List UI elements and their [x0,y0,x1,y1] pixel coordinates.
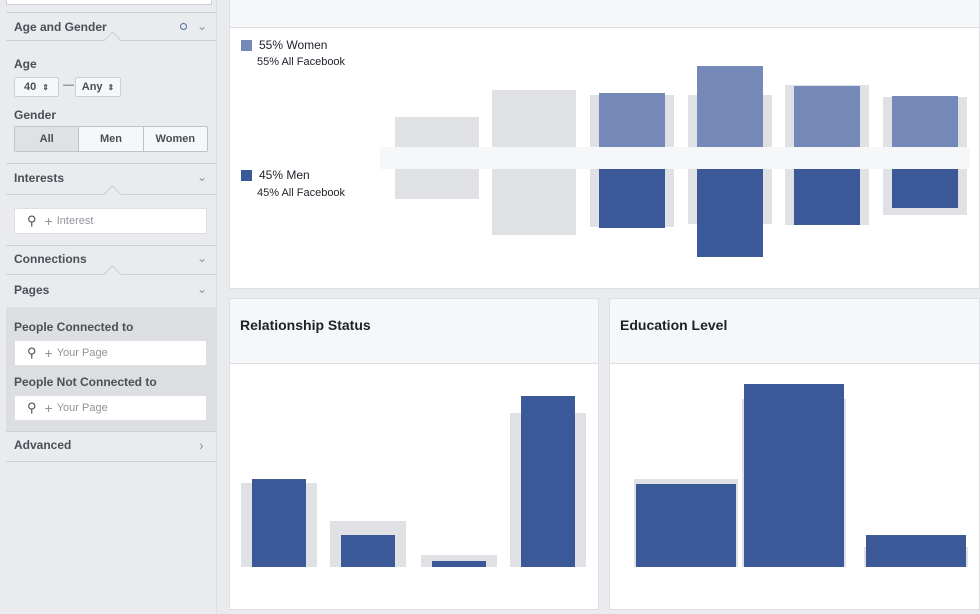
top-input-edge [6,0,212,5]
gender-label: Gender [14,108,57,122]
chevron-right-icon[interactable]: › [199,437,204,453]
pages-title[interactable]: Pages [14,283,50,297]
chevron-down-icon[interactable]: ⌄ [197,170,208,184]
men-all-facebook: 45% All Facebook [257,187,346,199]
search-icon: ⚲ [27,345,37,360]
women-all-facebook: 55% All Facebook [257,56,346,68]
connections-title[interactable]: Connections [14,252,87,266]
education-panel: Education Level [609,298,980,610]
search-icon: ⚲ [27,400,37,415]
people-connected-label: People Connected to [14,320,134,334]
panel-header: Relationship Status [230,299,598,364]
men-swatch [241,170,252,181]
chevron-down-icon[interactable]: ⌄ [197,251,208,265]
filters-sidebar: Age and Gender ⌄ Age 40 ⇕ — Any ⇕ Gender A… [0,0,217,614]
interest-search-input[interactable]: ⚲ + Interest [14,208,207,234]
ghost-bar-men [395,169,479,199]
chevron-down-icon[interactable]: ⌄ [197,282,208,296]
not-connected-page-input[interactable]: ⚲ + Your Page [14,395,207,421]
people-not-connected-label: People Not Connected to [14,375,157,389]
gender-men-button[interactable]: Men [78,127,142,151]
men-bar-2 [599,169,665,228]
range-dash: — [63,79,74,91]
plus-icon: + [44,400,53,416]
men-bar-3 [697,169,763,258]
men-bar-5 [892,169,958,209]
education-title: Education Level [620,317,728,333]
value-bar [341,534,395,567]
divider [6,12,217,13]
value-bar [521,395,575,567]
men-bar-4 [794,169,860,226]
interests-title[interactable]: Interests [14,171,65,185]
relationship-title: Relationship Status [240,317,371,333]
women-bar-3 [697,66,763,147]
age-from-select[interactable]: 40 ⇕ [14,77,59,97]
section-notch [103,265,122,284]
age-gender-title[interactable]: Age and Gender [14,20,107,34]
gender-segmented-control: All Men Women [14,126,208,152]
section-notch [103,31,122,50]
women-bar-2 [599,93,665,147]
age-gender-panel: 55% Women 55% All Facebook 45% Men 45% A… [229,0,980,289]
divider [6,163,217,164]
ghost-bar-women [395,117,479,147]
page-placeholder: Your Page [56,347,108,359]
info-dot-icon [180,23,187,30]
panel-header: Education Level [610,299,979,364]
gender-all-button[interactable]: All [15,127,79,151]
value-bar [432,561,486,567]
page-placeholder: Your Page [56,402,108,414]
chevron-down-icon[interactable]: ⌄ [197,19,208,33]
connected-page-input[interactable]: ⚲ + Your Page [14,340,207,366]
women-swatch [241,40,252,51]
updown-icon: ⇕ [42,82,49,92]
women-legend: 55% Women [259,38,328,52]
section-notch [103,185,122,204]
plus-icon: + [44,345,53,361]
value-bar [744,384,844,567]
relationship-panel: Relationship Status [229,298,599,610]
divider [6,245,217,246]
divider [6,461,217,462]
search-icon: ⚲ [27,213,37,228]
age-axis-band [380,147,970,169]
advanced-title[interactable]: Advanced [14,438,72,452]
value-bar [252,478,306,567]
value-bar [866,534,966,567]
value-bar [636,484,736,567]
plus-icon: + [44,213,53,229]
gender-women-button[interactable]: Women [142,127,207,151]
updown-icon: ⇕ [107,82,115,92]
men-legend: 45% Men [259,168,310,182]
ghost-bar-men [492,169,576,235]
women-bar-5 [892,95,958,147]
age-to-select[interactable]: Any ⇕ [75,77,121,97]
interest-placeholder: Interest [56,215,94,227]
divider [6,431,217,432]
panel-header [230,0,979,28]
ghost-bar-women [492,90,576,147]
age-label: Age [14,57,37,71]
women-bar-4 [794,85,860,147]
